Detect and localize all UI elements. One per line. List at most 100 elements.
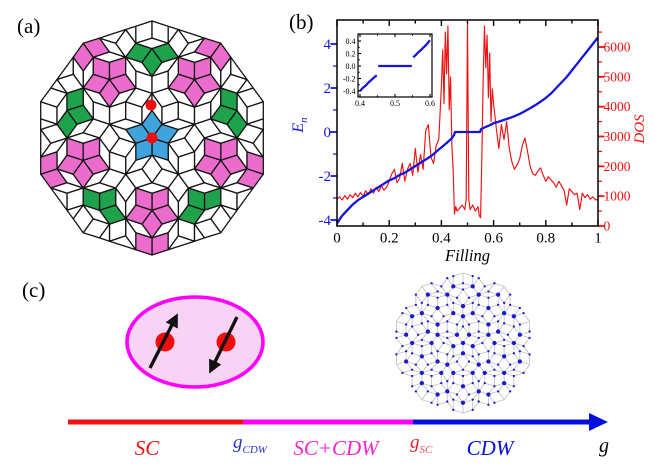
lattice-bond [523,364,530,374]
cdw-site-small [502,338,506,341]
lattice-bond [504,322,514,327]
cdw-site-small [461,325,465,328]
lattice-bond [456,361,464,370]
spin-up-arrow [148,313,178,369]
cdw-site-large [470,344,475,349]
inset-x-tick-label: 0.4 [355,99,365,108]
lattice-bond [440,277,448,287]
cdw-site-large [476,362,481,367]
cdw-site-small [455,393,459,396]
coupling-boundary-label: gSC [410,432,433,456]
lattice-bond [519,320,530,325]
penrose-tile [50,187,68,211]
cdw-site-large [470,284,475,289]
cdw-site-small [471,381,474,385]
cdw-site-large [445,389,450,394]
cdw-site-large [454,332,460,337]
cdw-site-small [481,341,484,345]
cdw-site-large [460,384,466,389]
cdw-site-large [460,314,466,319]
cooper-pair-ellipse [125,295,265,389]
cdw-site-small [414,390,418,393]
cdw-site-small [395,330,398,333]
cdw-site-large [476,292,481,297]
cdw-site-small [455,296,459,299]
cdw-site-large [451,284,456,289]
cdw-site-large [419,380,425,386]
lattice-bond [415,294,423,304]
energy-tick-label: 4 [324,37,332,53]
x-axis-title: Filling [444,246,490,265]
lattice-bond [412,322,422,327]
penrose-tile [193,223,206,242]
lattice-bond [494,399,505,404]
penrose-tile [246,118,264,131]
inset-y-tick-label: 0.2 [346,49,356,58]
cdw-site-small [430,385,433,388]
cdw-site-large [460,340,466,346]
cdw-site-large [501,380,507,386]
cdw-site-small [446,380,449,383]
cdw-site-large [495,292,501,297]
lattice-bond [396,364,403,374]
cdw-site-small [410,352,414,355]
dos-tick-label: 2000 [604,159,631,174]
cdw-site-large [403,332,409,337]
cdw-site-large [451,310,456,316]
phase-label-SC: SC [135,436,161,460]
cdw-site-small [404,323,408,326]
cdw-site-small [452,301,455,305]
lattice-bond [431,282,438,292]
cdw-site-small [446,303,449,306]
inset-curve [359,74,378,92]
cdw-site-large [501,354,507,359]
penrose-tile [82,187,101,211]
cdw-site-large [460,351,466,356]
penrose-tile [56,56,74,81]
inset-y-tick-label: 0.4 [346,37,356,46]
lattice-bond [453,272,464,277]
cdw-site-small [487,350,490,353]
cdw-site-small [414,363,418,366]
cdw-site-large [476,389,481,394]
lattice-bond [523,345,530,355]
cdw-site-large [486,322,491,327]
cdw-site-small [467,393,471,396]
cdw-site-large [435,332,440,337]
cdw-site-large [445,292,450,297]
cdw-site-small [430,401,433,404]
cdw-site-large [419,370,425,376]
cdw-site-small [455,360,459,363]
energy-tick-label: 0 [324,125,332,141]
inset-x-tick-label: 0.6 [425,99,435,108]
cdw-site-small [477,380,480,383]
cdw-site-large [486,305,491,311]
cdw-site-small [401,311,404,315]
lattice-bond [519,350,530,355]
penrose-tile [108,235,137,251]
cdw-site-large [439,370,444,376]
cdw-site-large [429,340,434,346]
cdw-site-small [508,363,512,366]
lattice-bond [488,282,495,292]
cdw-site-large [486,359,491,364]
lattice-bond [468,320,479,325]
dos-tick-label: 4000 [604,99,631,114]
lattice-bond [421,399,432,404]
cdw-site-large [482,370,487,376]
lattice-bond [503,286,511,295]
lattice-bond [415,391,423,400]
lattice-bond [462,361,470,370]
energy-tick-label: 2 [324,81,332,97]
cdw-site-small [414,303,418,306]
coupling-boundary-label: gCDW [233,432,268,456]
lattice-bond [513,372,524,377]
cdw-site-large [495,329,501,334]
cdw-site-small [477,303,480,306]
cdw-site-small [483,381,486,385]
lattice-bond [478,350,489,355]
cdw-site-large [470,310,475,316]
lattice-bond [396,337,403,347]
cdw-site-small [512,325,516,328]
penrose-tile [66,132,101,144]
